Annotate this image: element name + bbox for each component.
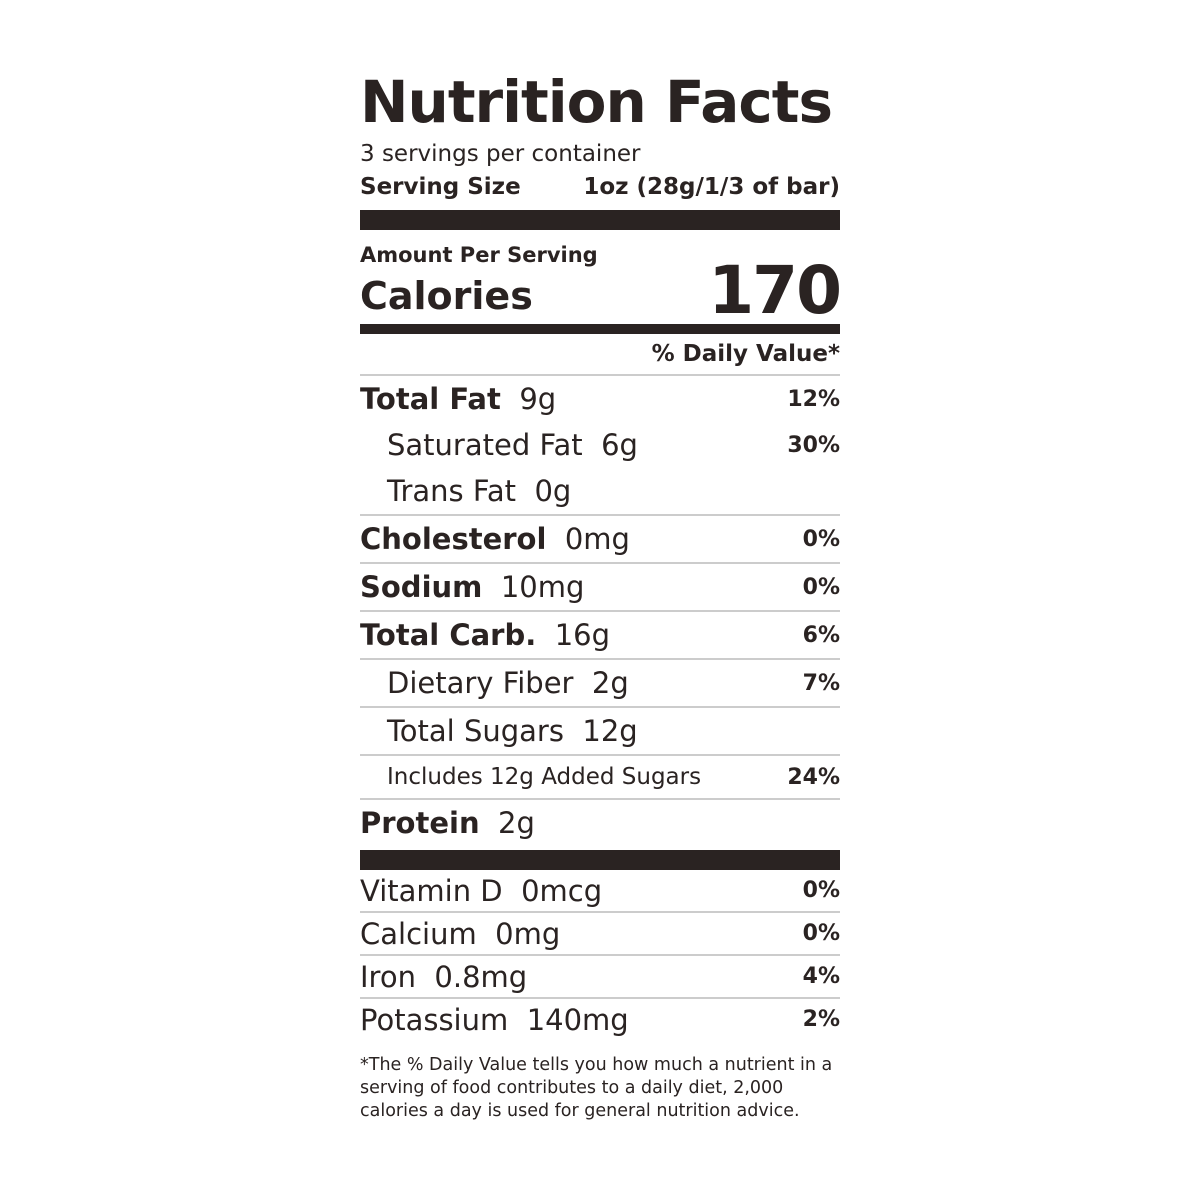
nutrient-dv: 24% (787, 764, 840, 790)
nutrient-row-protein: Protein 2g (360, 800, 840, 846)
nutrient-name: Protein (360, 806, 480, 840)
calories-value: 170 (708, 252, 842, 329)
nutrient-dv: 0% (802, 574, 840, 600)
nutrient-name: Total Fat (360, 382, 501, 416)
nutrient-amount: 2g (591, 666, 629, 700)
divider-thick (360, 210, 840, 230)
nutrient-amount: 0g (534, 474, 572, 508)
nutrient-name: Dietary Fiber (387, 666, 574, 700)
vitamin-dv: 2% (802, 1007, 840, 1032)
daily-value-header: % Daily Value* (360, 334, 840, 376)
vitamin-row-iron: Iron 0.8mg 4% (360, 956, 840, 999)
vitamin-dv: 0% (802, 878, 840, 903)
footnote: *The % Daily Value tells you how much a … (360, 1055, 833, 1121)
nutrient-name: Total Sugars (387, 714, 564, 748)
nutrient-name: Total Carb. (360, 618, 537, 652)
vitamin-amount: 0mg (495, 916, 561, 951)
nutrient-name: Sodium (360, 570, 483, 604)
nutrient-row-total-sugars: Total Sugars 12g (360, 708, 840, 756)
nutrient-row-total-fat: Total Fat 9g 12% (360, 376, 840, 422)
divider-thick (360, 850, 840, 870)
vitamin-row-calcium: Calcium 0mg 0% (360, 913, 840, 956)
nutrient-row-total-carb: Total Carb. 16g 6% (360, 612, 840, 660)
serving-size-label: Serving Size (360, 174, 521, 200)
nutrient-amount: 12g (582, 714, 638, 748)
calories-row: Calories 170 (360, 258, 842, 324)
vitamin-name: Vitamin D (360, 873, 503, 908)
nutrient-row-sodium: Sodium 10mg 0% (360, 564, 840, 612)
nutrient-row-cholesterol: Cholesterol 0mg 0% (360, 516, 840, 564)
nutrition-facts-label: Nutrition Facts 3 servings per container… (360, 68, 842, 1123)
nutrient-name: Saturated Fat (387, 428, 583, 462)
nutrient-amount: 2g (498, 806, 535, 840)
title: Nutrition Facts (360, 68, 833, 136)
nutrient-dv: 7% (802, 670, 840, 696)
nutrient-row-dietary-fiber: Dietary Fiber 2g 7% (360, 660, 840, 708)
vitamin-amount: 0mcg (521, 873, 603, 908)
nutrient-row-trans-fat: Trans Fat 0g (360, 468, 840, 516)
divider-medium (360, 324, 840, 334)
serving-size-value: 1oz (28g/1/3 of bar) (583, 174, 840, 200)
nutrient-name: Cholesterol (360, 522, 547, 556)
nutrient-amount: 10mg (500, 570, 585, 604)
nutrient-amount: 9g (519, 382, 557, 416)
vitamin-name: Iron (360, 959, 416, 994)
nutrient-dv: 6% (802, 622, 840, 648)
calories-label: Calories (360, 274, 533, 318)
vitamin-dv: 4% (802, 964, 840, 989)
nutrient-dv: 0% (802, 526, 840, 552)
vitamin-amount: 140mg (526, 1002, 629, 1037)
nutrient-dv: 12% (787, 386, 840, 412)
vitamin-dv: 0% (802, 921, 840, 946)
nutrient-name: Includes 12g Added Sugars (387, 764, 702, 790)
nutrient-amount: 6g (601, 428, 638, 462)
nutrient-name: Trans Fat (387, 474, 517, 508)
nutrient-dv: 30% (787, 432, 840, 458)
vitamin-row-potassium: Potassium 140mg 2% (360, 999, 840, 1040)
nutrient-amount: 0mg (564, 522, 630, 556)
amount-per-serving: Amount Per Serving (360, 243, 598, 267)
vitamin-name: Potassium (360, 1002, 509, 1037)
nutrient-row-added-sugars: Includes 12g Added Sugars 24% (360, 756, 840, 800)
nutrient-amount: 16g (554, 618, 611, 652)
vitamin-name: Calcium (360, 916, 477, 951)
vitamin-amount: 0.8mg (434, 959, 528, 994)
nutrient-row-saturated-fat: Saturated Fat 6g 30% (360, 422, 840, 468)
servings-per-container: 3 servings per container (360, 141, 641, 167)
serving-size: Serving Size 1oz (28g/1/3 of bar) (360, 170, 840, 204)
vitamin-row-vitamin-d: Vitamin D 0mcg 0% (360, 870, 840, 913)
